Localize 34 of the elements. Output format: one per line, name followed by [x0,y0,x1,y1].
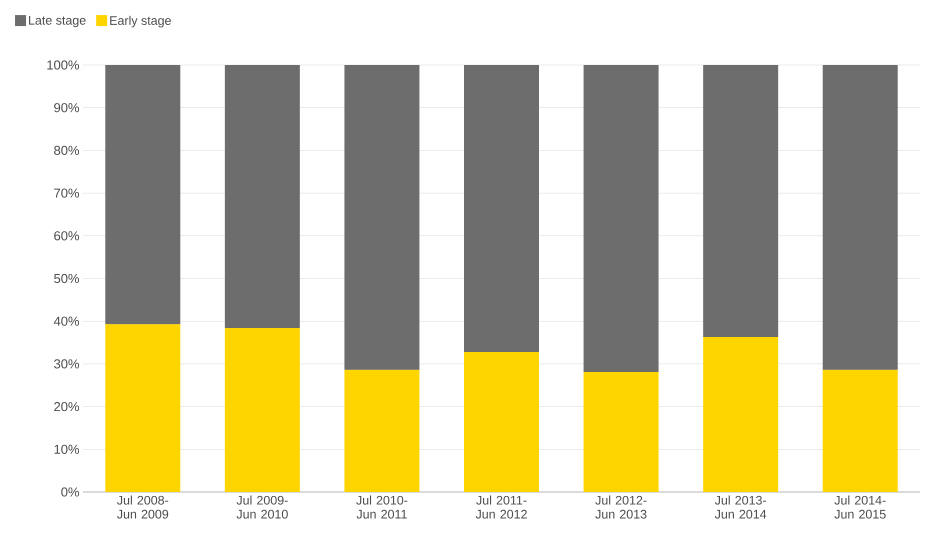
bar [464,64,540,352]
legend-label: Early stage [110,16,171,28]
bar [584,64,659,372]
x-tick-label: Jul 2012-Jun 2013 [595,496,646,519]
bar [344,64,420,370]
y-tick-label: 10% [54,444,80,454]
y-tick-label: 100% [47,60,80,70]
y-tick-label: 40% [54,316,80,326]
bar [703,64,778,337]
x-tick-label: Jul 2009-Jun 2010 [236,496,288,519]
y-tick-label: 0% [61,487,80,497]
x-tick-label: Jul 2013-Jun 2014 [714,496,766,519]
x-tick-label: Jul 2010-Jun 2011 [356,496,408,519]
bar [224,64,300,328]
y-tick-label: 70% [54,188,80,198]
bar [105,64,180,324]
legend-label: Late stage [29,16,86,28]
y-tick-label: 80% [54,146,80,155]
bar [105,324,180,492]
bar [822,370,898,492]
y-tick-label: 60% [54,231,80,240]
bar [822,64,898,370]
bar [344,370,420,492]
bar [703,336,778,492]
y-tick-label: 50% [54,274,80,284]
x-tick-label: Jul 2011-Jun 2012 [476,496,527,519]
bar [584,372,659,492]
y-tick-label: 20% [54,402,80,412]
bar [464,352,540,492]
x-tick-label: Jul 2008-Jun 2009 [117,496,168,519]
bar [224,328,300,492]
y-tick-label: 30% [54,359,80,368]
y-tick-label: 90% [54,103,80,112]
x-tick-label: Jul 2014-Jun 2015 [834,496,886,519]
